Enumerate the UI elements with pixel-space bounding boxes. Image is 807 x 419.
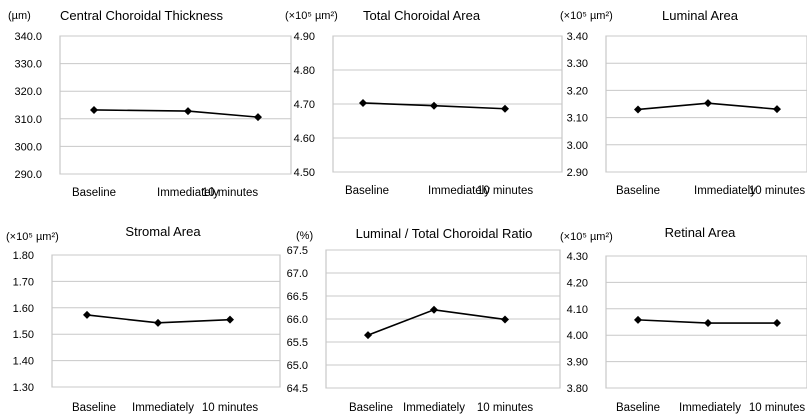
y-tick-label: 4.50 <box>294 167 315 179</box>
plot-frame <box>51 254 281 388</box>
chart-title: Stromal Area <box>125 224 201 239</box>
y-tick-label: 3.80 <box>567 383 588 395</box>
y-tick-label: 330.0 <box>14 59 42 71</box>
y-unit-label: (×10⁵ µm²) <box>560 231 613 243</box>
y-tick-label: 1.60 <box>13 303 34 315</box>
y-unit-label: (×10⁵ µm²) <box>285 10 338 22</box>
y-tick-label: 1.80 <box>13 250 34 262</box>
y-tick-label: 65.0 <box>287 360 308 372</box>
y-tick-label: 67.5 <box>287 245 308 257</box>
data-point <box>90 105 98 114</box>
data-point <box>634 315 642 324</box>
y-tick-label: 65.5 <box>287 337 308 349</box>
y-unit-label: (×10⁵ µm²) <box>560 10 613 22</box>
x-category-label: Baseline <box>72 187 116 199</box>
chart-title: Luminal Area <box>662 8 739 23</box>
y-tick-label: 3.00 <box>567 140 588 152</box>
y-unit-label: (µm) <box>8 10 31 22</box>
y-tick-label: 66.5 <box>287 291 308 303</box>
data-point <box>226 315 234 324</box>
y-tick-label: 64.5 <box>287 383 308 395</box>
y-tick-label: 3.90 <box>567 357 588 369</box>
chart-title: Luminal / Total Choroidal Ratio <box>356 226 533 241</box>
data-point <box>254 113 262 122</box>
y-tick-label: 1.40 <box>13 356 34 368</box>
x-category-label: 10 minutes <box>202 187 259 199</box>
y-tick-label: 1.70 <box>13 276 34 288</box>
y-tick-label: 1.30 <box>13 382 34 394</box>
x-category-label: Immediately <box>403 402 465 414</box>
chart-title: Retinal Area <box>665 225 737 240</box>
y-tick-label: 4.20 <box>567 277 588 289</box>
data-point <box>704 319 712 328</box>
y-tick-label: 300.0 <box>14 141 42 153</box>
y-tick-label: 340.0 <box>14 31 42 43</box>
y-tick-label: 4.30 <box>567 251 588 263</box>
x-category-label: Immediately <box>157 187 219 199</box>
y-tick-label: 310.0 <box>14 114 42 126</box>
data-point <box>773 105 781 114</box>
data-point <box>501 315 509 324</box>
x-category-label: Baseline <box>345 185 389 197</box>
y-tick-label: 4.80 <box>294 65 315 77</box>
data-point <box>430 305 438 314</box>
data-point <box>359 98 367 107</box>
x-category-label: 10 minutes <box>202 402 259 414</box>
y-tick-label: 4.90 <box>294 31 315 43</box>
y-tick-label: 4.70 <box>294 99 315 111</box>
y-tick-label: 4.60 <box>294 133 315 145</box>
y-tick-label: 4.10 <box>567 304 588 316</box>
y-tick-label: 3.40 <box>567 31 588 43</box>
x-category-label: Immediately <box>679 402 741 414</box>
y-tick-label: 3.10 <box>567 113 588 125</box>
data-point <box>501 104 509 113</box>
y-tick-label: 4.00 <box>567 330 588 342</box>
data-point <box>634 105 642 114</box>
data-point <box>184 107 192 116</box>
data-point <box>83 310 91 319</box>
y-tick-label: 2.90 <box>567 167 588 179</box>
chart-title: Central Choroidal Thickness <box>60 8 224 23</box>
x-category-label: Baseline <box>616 402 660 414</box>
y-tick-label: 3.20 <box>567 85 588 97</box>
plot-frame <box>59 35 292 175</box>
data-point <box>704 99 712 108</box>
x-category-label: Baseline <box>616 185 660 197</box>
series-line <box>367 308 506 336</box>
x-category-label: 10 minutes <box>749 185 806 197</box>
y-tick-label: 66.0 <box>287 314 308 326</box>
x-category-label: Immediately <box>132 402 194 414</box>
data-point <box>364 331 372 340</box>
y-unit-label: (%) <box>296 230 313 242</box>
x-category-label: Immediately <box>694 185 756 197</box>
x-category-label: 10 minutes <box>749 402 806 414</box>
y-tick-label: 67.0 <box>287 268 308 280</box>
y-tick-label: 320.0 <box>14 86 42 98</box>
y-tick-label: 1.50 <box>13 329 34 341</box>
x-category-label: 10 minutes <box>477 402 534 414</box>
series-line <box>93 109 259 118</box>
y-unit-label: (×10⁵ µm²) <box>6 231 59 243</box>
data-point <box>430 101 438 110</box>
x-category-label: Immediately <box>428 185 490 197</box>
y-tick-label: 3.30 <box>567 58 588 70</box>
x-category-label: Baseline <box>349 402 393 414</box>
x-category-label: 10 minutes <box>477 185 534 197</box>
chart-title: Total Choroidal Area <box>363 8 481 23</box>
data-point <box>154 318 162 327</box>
x-category-label: Baseline <box>72 402 116 414</box>
y-tick-label: 290.0 <box>14 169 42 181</box>
data-point <box>773 319 781 328</box>
